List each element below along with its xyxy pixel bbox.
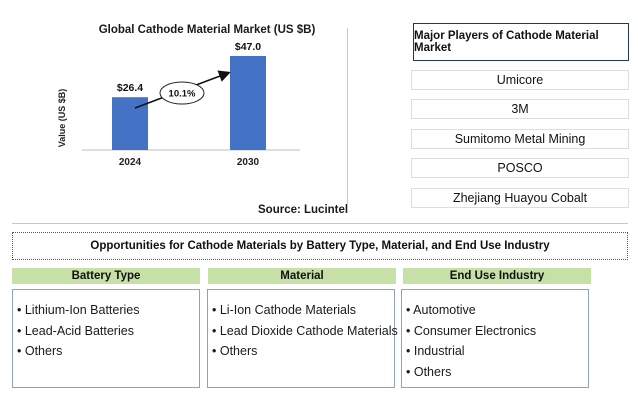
data-label: $47.0 (235, 41, 261, 53)
list-item: Lead-Acid Batteries (17, 321, 199, 342)
list-item: Automotive (406, 300, 588, 321)
vertical-divider (347, 28, 348, 213)
category-header-battery-type: Battery Type (12, 268, 200, 284)
bar-2030 (230, 56, 266, 150)
growth-ellipse (159, 81, 205, 105)
list-item: Lead Dioxide Cathode Materials (212, 321, 398, 342)
growth-annotation: 10.1% (134, 70, 231, 109)
player-item: POSCO (411, 158, 629, 178)
list-item: Lithium-Ion Batteries (17, 300, 199, 321)
list-item: Others (212, 341, 394, 362)
y-axis-label: Value (US $B) (57, 89, 67, 148)
x-tick-label: 2030 (237, 157, 260, 168)
list-item: Li-Ion Cathode Materials (212, 300, 394, 321)
player-item: Zhejiang Huayou Cobalt (411, 188, 629, 208)
opportunities-title: Opportunities for Cathode Materials by B… (12, 232, 628, 260)
category-header-material: Material (208, 268, 396, 284)
player-item: Umicore (411, 70, 629, 90)
list-item: Consumer Electronics (406, 321, 588, 342)
bar-chart: Value (US $B) $26.4 2024 $47.0 2030 10.1% (57, 41, 300, 168)
x-tick-label: 2024 (119, 157, 142, 168)
horizontal-divider (12, 223, 628, 224)
source-note: Source: Lucintel (258, 204, 349, 216)
player-item: 3M (411, 99, 629, 119)
list-item: Others (406, 362, 588, 383)
category-header-end-use-industry: End Use Industry (403, 268, 591, 284)
list-item: Industrial (406, 341, 588, 362)
list-item: Others (17, 341, 199, 362)
category-list-end-use-industry: Automotive Consumer Electronics Industri… (401, 289, 589, 388)
player-item: Sumitomo Metal Mining (411, 129, 629, 149)
category-list-material: Li-Ion Cathode Materials Lead Dioxide Ca… (207, 289, 398, 388)
players-title: Major Players of Cathode Material Market (413, 23, 629, 61)
data-label: $26.4 (117, 82, 143, 94)
category-list-battery-type: Lithium-Ion Batteries Lead-Acid Batterie… (12, 289, 200, 388)
chart-title: Global Cathode Material Market (US $B) (98, 24, 316, 36)
growth-rate-label: 10.1% (169, 89, 196, 100)
